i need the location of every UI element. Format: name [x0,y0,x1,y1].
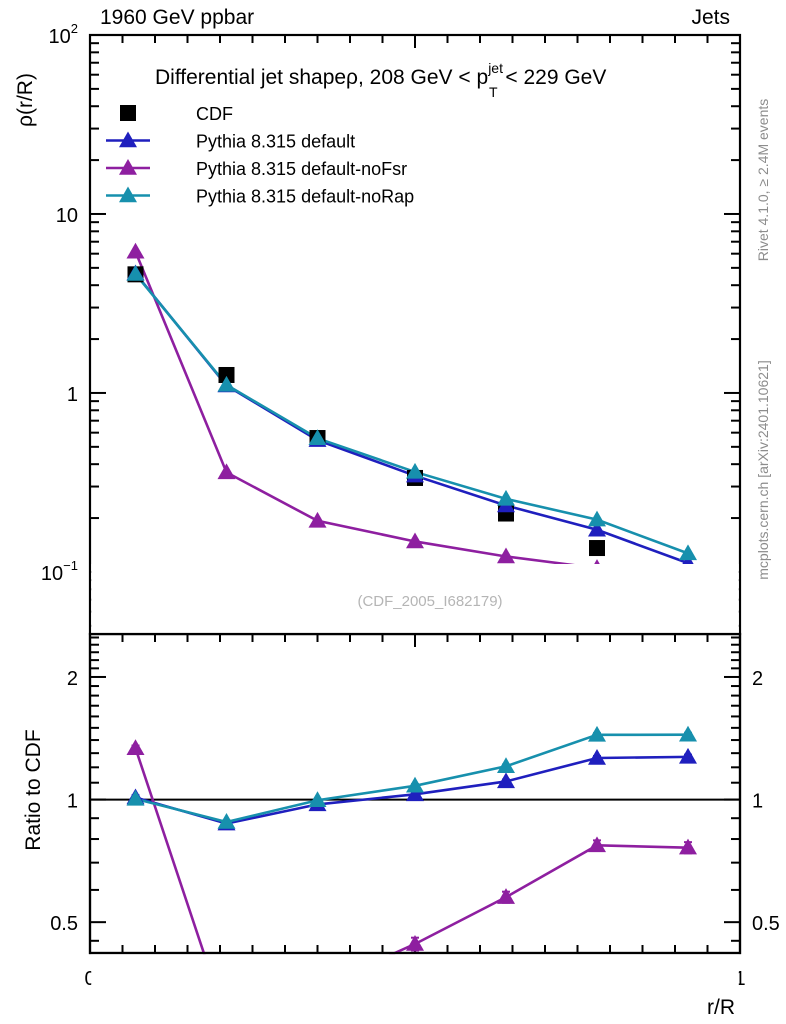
side-label-rivet: Rivet 4.1.0, ≥ 2.4M events [755,99,771,262]
ratio-marker-0 [406,785,424,802]
main-marker-2 [497,547,515,564]
ratio-marker-1 [126,739,145,755]
ratio-clip-bottom [91,954,739,1024]
main-ylabel: ρ(r/R) [14,73,37,127]
legend-label-3: Pythia 8.315 default-noRap [196,187,414,207]
legend-marker-1 [119,131,137,148]
main-marker-3 [406,462,424,479]
ratio-marker-1 [406,934,424,951]
ratio-marker-1 [497,888,515,904]
ratio-marker-2 [588,725,606,742]
header-right-label: Jets [691,6,730,29]
side-label-mcplots: mcplots.cern.ch [arXiv:2401.10621] [755,360,771,579]
main-ytick-label: 102 [49,21,78,48]
main-ytick-label: 10 [56,205,78,227]
ratio-clip-top [91,564,739,634]
main-marker-2 [217,463,236,480]
ratio-ytick-label-right: 2 [752,668,763,690]
main-series-line-1 [134,272,689,565]
ratio-ylabel: Ratio to CDF [22,729,45,850]
ratio-ytick-label-left: 2 [67,668,78,690]
ratio-marker-2 [406,776,424,793]
dataset-watermark: (CDF_2005_I682179) [357,593,502,610]
ratio-marker-2 [217,812,236,829]
ratio-marker-0 [679,747,697,764]
main-marker-cdf [589,540,605,557]
legend-marker-2 [119,159,137,175]
main-marker-3 [497,489,515,506]
main-series-line-3 [134,273,689,555]
main-marker-3 [679,544,697,561]
ratio-ytick-label-left: 0.5 [50,913,78,935]
ratio-marker-1 [679,838,697,855]
main-marker-2 [406,532,424,549]
ratio-ytick-label-left: 1 [67,791,78,813]
xtick-label: 0 [84,968,95,990]
legend-label-0: CDF [196,104,233,124]
main-ytick-label: 1 [67,384,78,406]
legend-marker-3 [119,186,137,203]
main-marker-cdf [218,366,235,383]
legend-marker-0 [120,105,136,121]
main-marker-3 [308,429,327,446]
plot-title: Differential jet shapeρ, 208 GeV < pjet T… [155,60,606,100]
ratio-marker-0 [497,772,515,789]
xlabel: r/R [707,996,735,1019]
main-series-line-2 [134,251,689,605]
ratio-marker-0 [588,748,606,765]
ratio-ytick-label-right: 0.5 [752,913,780,935]
ratio-series-line-2 [135,733,689,824]
main-marker-3 [126,264,145,281]
ratio-ytick-label-right: 1 [752,791,763,813]
xtick-label: 1 [734,968,745,990]
legend-label-2: Pythia 8.315 default-noFsr [196,159,407,179]
legend-label-1: Pythia 8.315 default [196,132,355,152]
header-left-label: 1960 GeV ppbar [100,6,254,29]
main-marker-1 [588,520,606,537]
main-marker-2 [126,242,145,259]
ratio-marker-2 [679,725,697,742]
main-ytick-label: 10−1 [41,558,78,585]
ratio-marker-2 [308,791,327,808]
main-marker-3 [217,375,236,392]
ratio-marker-1 [588,836,606,853]
ratio-marker-2 [126,789,145,806]
main-marker-2 [308,511,327,528]
ratio-marker-2 [497,757,515,774]
main-marker-3 [588,510,606,527]
